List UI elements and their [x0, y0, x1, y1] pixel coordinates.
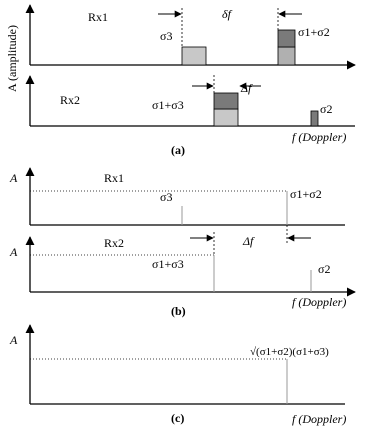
panel-b-sigma13-label: σ1+σ3	[152, 257, 184, 271]
panel-a-x-axis-label: f (Doppler)	[292, 130, 346, 144]
panel-b-rx1-label: Rx1	[104, 171, 124, 185]
panel-a-bar-sigma13-top	[213, 92, 239, 110]
panel-c-x-axis-label: f (Doppler)	[292, 412, 346, 426]
panel-b-caption: (b)	[171, 304, 186, 318]
panel-b-y-axis-label-bottom: A	[9, 245, 18, 259]
panel-c-product-label: √(σ1+σ2)(σ1+σ3)	[250, 346, 329, 358]
panel-a-y-axis-label: A (amplitude)	[5, 25, 19, 92]
panel-a-bar-sigma2	[310, 110, 319, 127]
panel-a-bar-sigma3	[181, 46, 207, 66]
panel-b-sigma12-label: σ1+σ2	[290, 187, 322, 201]
panel-b-y-axis-label-top: A	[9, 171, 18, 185]
panel-b-sigma2-label: σ2	[318, 262, 330, 276]
panel-a-caption: (a)	[171, 143, 185, 157]
panel-a-bar-sigma13-bottom	[213, 108, 239, 127]
panel-a-bar-sigma12-bottom	[277, 46, 296, 66]
panel-b-rx2-label: Rx2	[104, 236, 124, 250]
panel-a-sigma13-label: σ1+σ3	[152, 98, 184, 112]
panel-a: Rx1 δf σ3 σ1+σ2 A (amplitude) Rx2 Δf σ1+…	[5, 4, 356, 157]
panel-c-y-axis-label: A	[9, 333, 18, 347]
panel-b: A Rx1 σ3 σ1+σ2 A Rx2 Δf σ1+σ3 σ2 f (Dopp…	[9, 167, 356, 318]
panel-b-sigma3-label: σ3	[160, 190, 172, 204]
panel-a-deltaf-label: δf	[222, 7, 233, 21]
panel-a-sigma3-label: σ3	[160, 29, 172, 43]
panel-b-x-axis-label: f (Doppler)	[292, 295, 346, 309]
panel-c-caption: (c)	[171, 411, 184, 425]
panel-a-Deltaf-label: Δf	[240, 81, 253, 95]
panel-a-sigma2-label: σ2	[320, 102, 332, 116]
panel-a-rx1-label: Rx1	[88, 10, 108, 24]
panel-a-bar-sigma12-top	[277, 29, 296, 48]
panel-a-sigma12-label: σ1+σ2	[298, 25, 330, 39]
panel-a-rx2-label: Rx2	[60, 93, 80, 107]
panel-b-Deltaf-label: Δf	[242, 234, 255, 248]
panel-c: A √(σ1+σ2)(σ1+σ3) f (Doppler) (c)	[9, 324, 346, 426]
